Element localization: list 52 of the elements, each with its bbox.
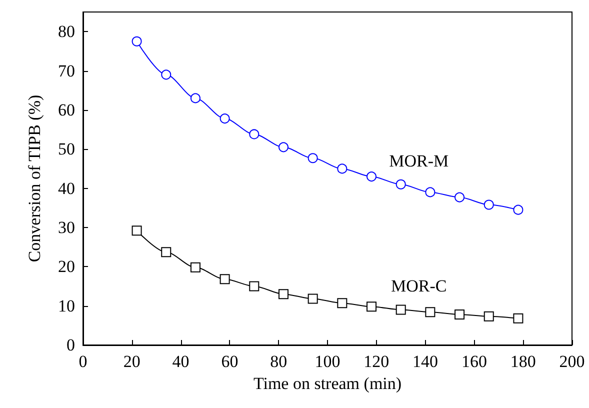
- x-tick-label: 100: [314, 352, 340, 371]
- point: [484, 311, 494, 322]
- point: [396, 179, 406, 190]
- x-tick-label: 200: [559, 352, 585, 371]
- x-tick-label: 120: [364, 352, 390, 371]
- series-label: MOR-C: [390, 276, 447, 296]
- x-tick-label: 40: [172, 352, 190, 371]
- x-tick-label: 80: [270, 352, 288, 371]
- point: [161, 70, 172, 80]
- point: [220, 114, 230, 124]
- x-tick-label: 160: [461, 352, 487, 371]
- y-tick-label: 20: [58, 257, 75, 276]
- point: [454, 309, 465, 320]
- x-tick-label: 0: [78, 352, 88, 371]
- y-tick-label: 60: [58, 100, 75, 120]
- point: [132, 226, 142, 236]
- point: [366, 172, 377, 182]
- y-axis-title: Conversion of TIPB (%): [25, 94, 44, 262]
- point: [308, 294, 318, 304]
- point: [425, 187, 436, 198]
- point: [337, 298, 348, 308]
- point: [249, 281, 260, 292]
- x-tick-label: 20: [123, 352, 140, 371]
- point: [278, 142, 288, 152]
- point: [513, 204, 524, 215]
- x-tick-label: 180: [510, 352, 536, 371]
- point: [454, 192, 465, 202]
- point: [366, 302, 377, 312]
- point: [132, 36, 142, 46]
- y-tick-label: 70: [58, 61, 75, 80]
- point: [249, 129, 260, 140]
- y-tick-label: 80: [58, 22, 75, 42]
- point: [190, 262, 200, 272]
- point: [337, 164, 348, 174]
- point: [161, 247, 172, 258]
- x-tick-label: 140: [412, 352, 438, 371]
- x-tick-label: 60: [221, 352, 238, 371]
- y-tick-label: 40: [58, 178, 75, 198]
- y-tick-label: 0: [66, 336, 75, 354]
- y-tick-label: 50: [58, 140, 75, 159]
- x-axis-title: Time on stream (min): [253, 374, 402, 393]
- point: [278, 289, 288, 300]
- point: [513, 313, 524, 324]
- point: [396, 304, 406, 315]
- point: [220, 274, 230, 284]
- point: [425, 307, 436, 318]
- point: [308, 153, 318, 164]
- point: [484, 200, 494, 210]
- y-tick-label: 30: [58, 218, 75, 237]
- point: [190, 93, 200, 104]
- y-tick-label: 10: [58, 296, 75, 316]
- series-label: MOR-M: [389, 151, 449, 170]
